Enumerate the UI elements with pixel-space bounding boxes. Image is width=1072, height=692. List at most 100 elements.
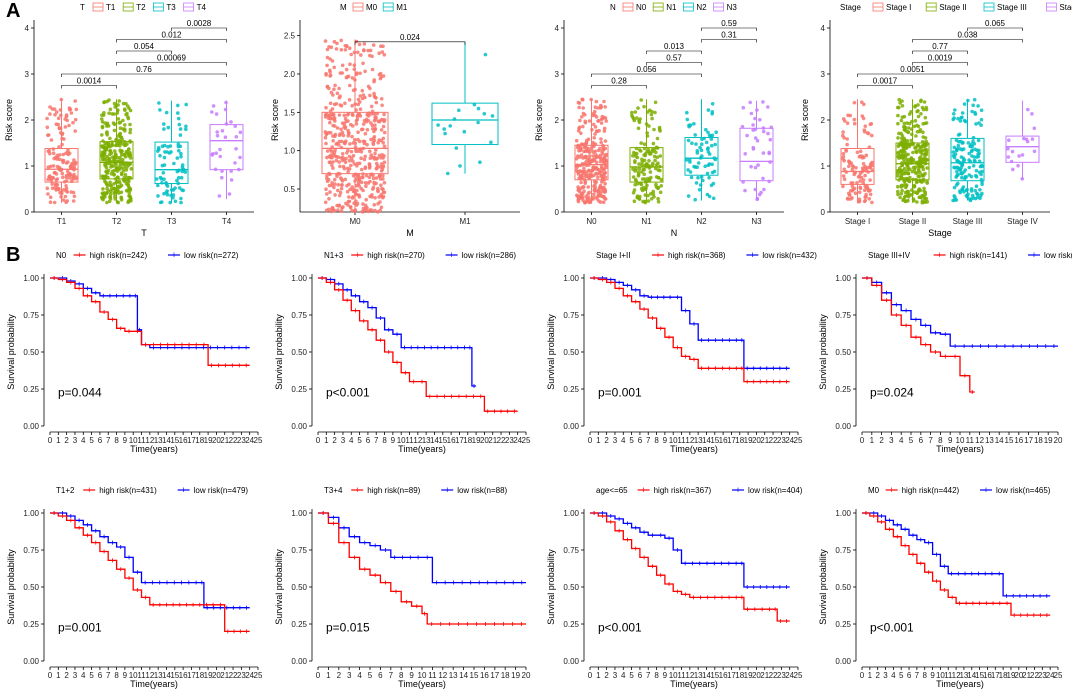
data-point xyxy=(906,126,911,130)
km-legend-high-label: high risk(n=367) xyxy=(654,486,712,495)
data-point xyxy=(118,139,123,144)
data-point xyxy=(335,172,339,177)
data-point xyxy=(164,182,169,187)
data-point xyxy=(328,120,332,125)
km-x-tick-label: 6 xyxy=(907,671,912,680)
km-censor-mark xyxy=(777,379,782,384)
data-point xyxy=(368,53,372,58)
data-point xyxy=(962,102,967,106)
data-point xyxy=(210,110,214,114)
km-legend-high-label: high risk(n=242) xyxy=(90,251,148,260)
data-point xyxy=(73,117,78,122)
km-y-tick-label: 0.25 xyxy=(835,385,851,394)
data-point xyxy=(853,191,858,195)
data-point xyxy=(961,140,965,145)
data-point xyxy=(364,173,369,178)
km-y-tick-label: 0.00 xyxy=(23,422,39,431)
data-point xyxy=(956,181,960,186)
data-point xyxy=(849,197,853,201)
data-point xyxy=(337,113,342,117)
data-point xyxy=(334,158,339,163)
data-point xyxy=(659,177,664,182)
km-censor-mark xyxy=(77,281,82,286)
data-point xyxy=(49,138,54,142)
km-x-tick-label: 17 xyxy=(490,671,499,680)
data-point xyxy=(46,177,50,182)
km-x-tick-label: 7 xyxy=(928,436,933,445)
data-point xyxy=(762,187,766,192)
km-censor-mark xyxy=(101,293,106,298)
data-point xyxy=(699,175,704,179)
data-point xyxy=(108,192,113,196)
data-point xyxy=(969,174,974,179)
km-x-tick-label: 4 xyxy=(81,436,86,445)
data-point xyxy=(330,107,335,111)
km-censor-mark xyxy=(1044,593,1049,598)
data-point xyxy=(580,97,585,102)
data-point xyxy=(1016,163,1020,168)
km-censor-mark xyxy=(943,332,948,337)
data-point xyxy=(751,123,755,127)
data-point xyxy=(331,93,335,97)
data-point xyxy=(952,112,956,116)
km-censor-mark xyxy=(976,571,981,576)
data-point xyxy=(213,167,218,172)
data-point xyxy=(761,126,766,130)
km-x-tick-label: 1 xyxy=(596,671,601,680)
data-point xyxy=(575,145,580,150)
km-x-axis-title: Time(years) xyxy=(670,679,718,689)
data-point xyxy=(641,167,646,172)
km-censor-mark xyxy=(420,379,424,384)
km-legend-high-cross: + xyxy=(77,250,82,260)
data-point xyxy=(971,135,976,140)
data-point xyxy=(916,103,920,107)
km-censor-mark xyxy=(231,605,236,610)
data-point xyxy=(900,149,905,154)
data-point xyxy=(599,140,603,145)
km-censor-mark xyxy=(229,345,234,350)
km-censor-mark xyxy=(471,394,476,399)
data-point xyxy=(362,42,367,46)
data-point xyxy=(58,190,62,195)
km-censor-mark xyxy=(172,342,177,347)
data-point xyxy=(381,124,386,129)
km-censor-mark xyxy=(887,518,892,523)
km-censor-mark xyxy=(93,290,98,295)
data-point xyxy=(636,174,641,178)
km-y-tick-label: 0.25 xyxy=(835,620,851,629)
km-x-tick-label: 9 xyxy=(930,671,935,680)
data-point xyxy=(476,120,480,125)
data-point xyxy=(767,179,771,184)
data-point xyxy=(338,71,343,75)
data-point xyxy=(101,187,105,191)
y-axis-title: Risk score xyxy=(800,99,810,141)
legend-title: Stage xyxy=(840,3,861,12)
data-point xyxy=(382,190,387,195)
data-point xyxy=(119,166,124,170)
data-point xyxy=(923,121,928,126)
data-point xyxy=(963,175,968,179)
km-x-axis-title: Time(years) xyxy=(936,444,984,454)
data-point xyxy=(380,103,384,108)
data-point xyxy=(71,199,76,203)
data-point xyxy=(377,72,382,77)
data-point xyxy=(652,127,656,132)
km-censor-mark xyxy=(449,394,454,399)
data-point xyxy=(348,83,352,88)
data-point xyxy=(349,149,354,154)
data-point xyxy=(64,200,68,205)
km-censor-mark xyxy=(187,342,192,347)
data-point xyxy=(604,152,609,157)
km-x-tick-label: 9 xyxy=(123,436,128,445)
data-point xyxy=(917,195,922,200)
significance-bracket xyxy=(591,85,647,89)
km-x-tick-label: 12 xyxy=(438,671,447,680)
data-point xyxy=(710,143,714,148)
data-point xyxy=(333,83,337,88)
km-x-tick-label: 0 xyxy=(588,671,593,680)
km-censor-mark xyxy=(642,555,647,560)
data-point xyxy=(758,118,762,122)
data-point xyxy=(381,187,385,191)
significance-bracket xyxy=(116,39,227,43)
km-censor-mark xyxy=(739,366,744,371)
